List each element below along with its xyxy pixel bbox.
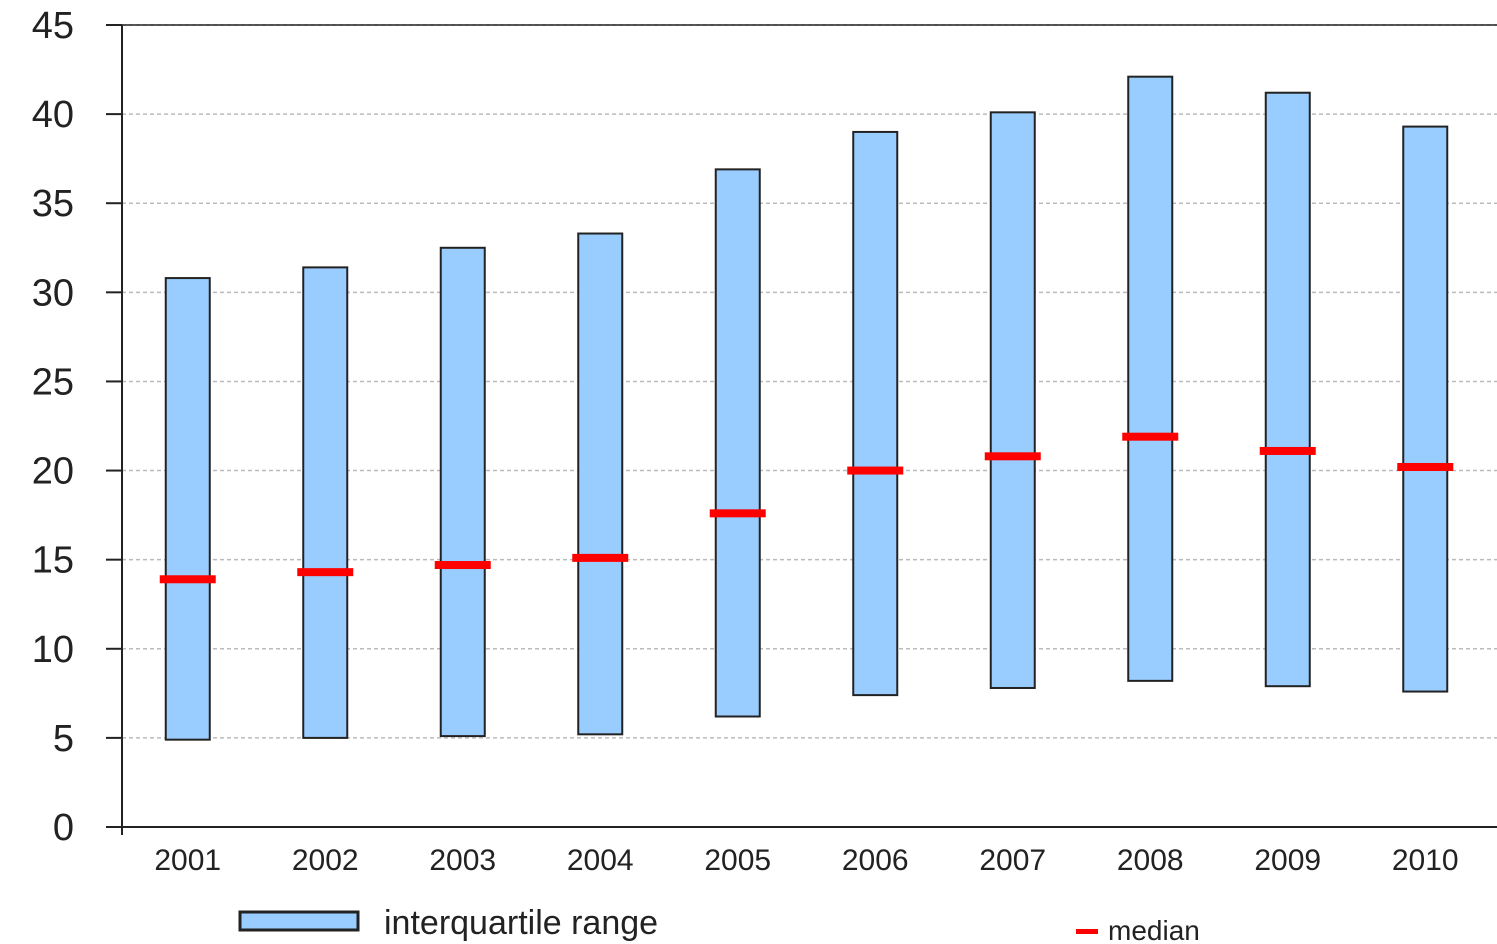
legend: interquartile range median: [238, 904, 1200, 944]
median-marker-2005: [709, 509, 766, 518]
median-marker-2003: [434, 561, 491, 570]
iqr-bar-2008: [1127, 75, 1174, 682]
iqr-bar-2006: [852, 130, 899, 697]
iqr-bar-2002: [302, 266, 349, 739]
legend-median-swatch: [1076, 929, 1098, 934]
y-tick-label: 15: [32, 540, 74, 582]
x-tick-label-2003: 2003: [429, 844, 496, 877]
median-marker-2001: [159, 575, 216, 584]
iqr-bar-2004: [577, 232, 624, 736]
y-tick-label: 40: [32, 94, 74, 136]
x-tick-labels: 2001 2002 2003 2004 2005 2006 2007 2008 2009 2010: [154, 844, 1458, 877]
x-tick-label-2002: 2002: [292, 844, 359, 877]
y-tick-label: 30: [32, 272, 74, 314]
median-marker-2008: [1122, 432, 1179, 441]
y-tick-label: 10: [32, 629, 74, 671]
x-tick-label-2004: 2004: [567, 844, 634, 877]
y-tick-label: 0: [53, 807, 74, 849]
median-marker-2010: [1397, 462, 1454, 471]
median-marker-2006: [847, 466, 904, 475]
x-tick-label-2009: 2009: [1254, 844, 1321, 877]
iqr-bar-2007: [989, 111, 1036, 689]
x-tick-label-2008: 2008: [1117, 844, 1184, 877]
legend-range-swatch: [238, 910, 360, 932]
iqr-bar-2009: [1264, 91, 1311, 688]
median-marker-2009: [1259, 446, 1316, 455]
y-tick-label: 45: [32, 5, 74, 47]
x-tick-label-2006: 2006: [842, 844, 909, 877]
median-marker-2002: [297, 568, 354, 577]
legend-range-label: interquartile range: [384, 904, 658, 942]
y-tick-label: 20: [32, 451, 74, 493]
median-marker-2004: [572, 553, 629, 562]
y-tick-label: 5: [53, 718, 74, 760]
range-bars: [164, 75, 1449, 741]
x-tick-label-2005: 2005: [704, 844, 771, 877]
x-tick-label-2001: 2001: [154, 844, 221, 877]
iqr-bar-2005: [714, 168, 761, 718]
median-markers: [159, 432, 1454, 584]
iqr-bar-2010: [1402, 125, 1449, 693]
iqr-bar-2001: [164, 277, 211, 741]
iqr-bar-2003: [439, 246, 486, 738]
x-tick-label-2007: 2007: [979, 844, 1046, 877]
y-tick-label: 25: [32, 361, 74, 403]
y-tick-label: 35: [32, 183, 74, 225]
x-tick-label-2010: 2010: [1392, 844, 1459, 877]
y-tick-labels: 0 5 10 15 20 25 30 35 40 45: [32, 5, 122, 849]
median-marker-2007: [984, 452, 1041, 461]
legend-median-label: median: [1108, 915, 1200, 944]
